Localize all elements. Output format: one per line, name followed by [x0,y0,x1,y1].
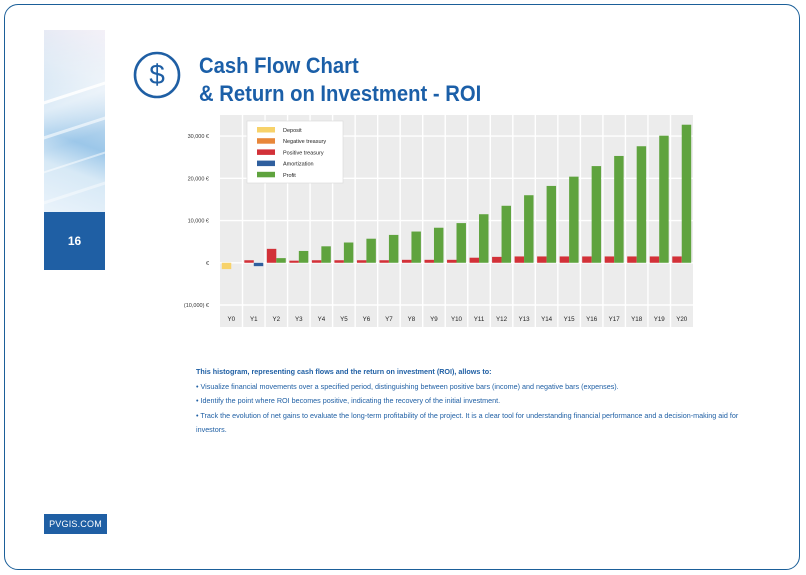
bar-profit [388,234,399,263]
x-tick-label: Y8 [408,316,416,323]
bar-profit [411,231,421,263]
y-tick-label: 30,000 € [188,134,209,140]
y-tick-label: (10,000) € [184,303,209,309]
bar-positive-treasury [559,256,570,263]
x-tick-label: Y2 [273,316,281,323]
decorative-banner-image [44,30,105,212]
bar-positive-treasury [492,256,502,263]
x-tick-label: Y16 [586,316,598,323]
bar-profit [636,146,647,263]
site-link[interactable]: PVGIS.COM [44,514,107,534]
x-tick-label: Y17 [609,316,621,323]
y-tick-label: 10,000 € [188,219,209,225]
bar-positive-treasury [244,260,254,263]
x-tick-label: Y20 [676,316,688,323]
description-bullet-1: • Visualize financial movements over a s… [196,381,619,391]
bar-positive-treasury [447,259,457,263]
x-tick-label: Y0 [227,316,235,323]
bar-positive-treasury [266,248,277,263]
cash-flow-chart: (10,000) € €10,000 € 20,000 € 30,000 € Y0 Y1 Y… [175,115,695,327]
bar-amortization [253,262,264,267]
x-tick-label: Y3 [295,316,303,323]
bar-positive-treasury [469,257,480,263]
x-tick-label: Y9 [430,316,438,323]
description-lead: This histogram, representing cash flows … [196,367,492,376]
legend-swatch [257,138,275,144]
x-tick-label: Y5 [340,316,348,323]
x-tick-label: Y4 [318,316,326,323]
legend-label: Deposit [283,128,302,134]
bar-profit [614,155,624,263]
bar-positive-treasury [401,259,412,263]
svg-text:$: $ [149,59,165,90]
bar-positive-treasury [537,256,547,263]
x-tick-label: Y15 [564,316,576,323]
legend-swatch [257,171,275,178]
x-tick-label: Y14 [541,316,553,323]
bar-profit [366,238,376,263]
x-tick-label: Y11 [474,316,485,323]
page-title: Cash Flow Chart & Return on Investment -… [199,52,481,108]
chart-svg: (10,000) € €10,000 € 20,000 € 30,000 € Y0 Y1 Y… [184,115,693,327]
x-tick-label: Y7 [385,316,393,323]
bar-positive-treasury [627,256,637,263]
legend-swatch [257,160,275,167]
description-bullet-2: • Identify the point where ROI becomes p… [196,396,501,406]
bar-deposit [221,262,232,270]
bar-positive-treasury [582,256,592,263]
bar-profit [479,214,489,263]
bar-profit [569,176,579,263]
x-tick-label: Y10 [451,316,463,323]
bar-profit [546,185,557,263]
bar-positive-treasury [311,260,322,263]
bar-positive-treasury [334,260,344,263]
x-tick-label: Y6 [363,316,371,323]
x-tick-label: Y1 [250,316,258,323]
description-bullet-3: • Track the evolution of net gains to ev… [196,410,739,435]
bar-profit [321,246,331,263]
x-tick-label: Y19 [654,316,666,323]
bar-profit [343,242,354,263]
bar-positive-treasury [514,256,525,263]
bar-profit [681,124,692,263]
legend-label: Profit [283,173,296,179]
bar-profit [591,166,602,263]
legend-label: Amortization [283,162,314,168]
legend-swatch [257,149,275,155]
bar-positive-treasury [356,260,367,263]
bar-profit [276,258,286,263]
x-tick-label: Y12 [496,316,508,323]
bar-profit [298,250,309,263]
title-line-2: & Return on Investment - ROI [199,81,482,106]
bar-positive-treasury [424,259,434,263]
bar-positive-treasury [379,260,389,263]
bar-positive-treasury [649,256,660,263]
bar-profit [456,223,466,263]
bar-profit [433,227,444,263]
y-tick-label: € [206,261,209,267]
x-tick-label: Y13 [519,316,531,323]
x-tick-label: Y18 [631,316,643,323]
legend-swatch [257,127,275,133]
page-number: 16 [44,212,105,270]
bar-positive-treasury [672,256,682,263]
y-tick-label: 20,000 € [188,176,209,182]
bar-profit [524,195,534,263]
bar-positive-treasury [604,256,615,263]
legend-label: Positive treasury [283,150,324,156]
legend-label: Negative treasury [283,139,326,145]
bar-profit [501,205,512,263]
description: This histogram, representing cash flows … [196,365,756,438]
bar-profit [659,135,669,263]
bar-positive-treasury [289,260,299,263]
dollar-icon: $ [133,51,181,99]
title-line-1: Cash Flow Chart [199,53,359,78]
